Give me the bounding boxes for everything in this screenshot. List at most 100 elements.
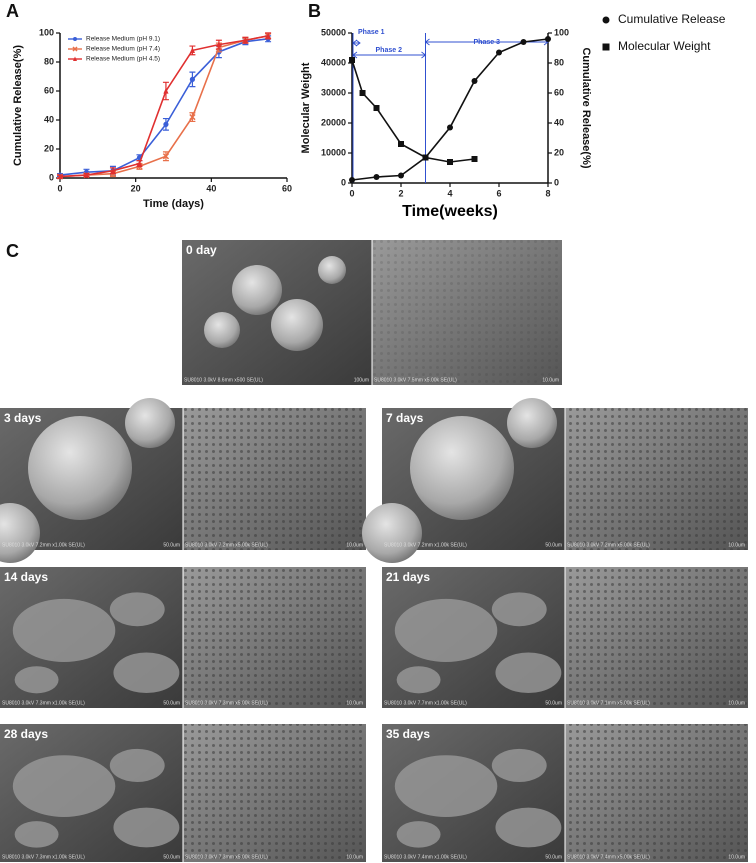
data-point	[520, 39, 527, 45]
image-caption: SU8010 3.0kV 7.3mm x5.00k SE(UL)	[185, 700, 268, 706]
data-point	[265, 32, 271, 39]
y-tick-label: 0	[341, 177, 346, 187]
sem-texture	[565, 567, 748, 708]
particle	[396, 666, 441, 694]
scale-bar-label: 10.0um	[542, 377, 559, 383]
image-caption: SU8010 3.0kV 7.2mm x1.00k SE(UL)	[2, 542, 85, 548]
scale-bar-label: 10.0um	[728, 542, 745, 548]
scale-bar-label: 50.0um	[163, 854, 180, 860]
image-caption: SU8010 3.0kV 8.6mm x500 SE(UL)	[184, 377, 263, 383]
particle	[125, 398, 175, 448]
x-tick-label: 4	[447, 188, 452, 198]
y2-tick-label: 40	[554, 117, 564, 127]
phase-arrow	[352, 39, 361, 47]
image-label: 28 days	[4, 727, 48, 741]
particle	[14, 666, 59, 694]
particle	[109, 748, 165, 782]
data-point	[73, 56, 77, 61]
particle	[495, 652, 562, 694]
scale-bar-label: 10.0um	[346, 542, 363, 548]
y-tick-label: 20	[44, 143, 54, 153]
legend-label: Release Medium (pH 4.5)	[86, 56, 160, 63]
scale-bar-label: 50.0um	[163, 542, 180, 548]
x-tick-label: 60	[282, 183, 292, 193]
data-point	[398, 172, 404, 179]
data-point	[373, 174, 380, 180]
data-line	[351, 59, 475, 163]
image-caption: SU8010 3.0kV 7.3mm x1.00k SE(UL)	[2, 700, 85, 706]
y2-axis-label: Cumulative Release(%)	[580, 47, 592, 168]
image-caption: SU8010 3.0kV 7.5mm x5.00k SE(UL)	[374, 377, 457, 383]
data-point	[216, 41, 222, 48]
sem-texture	[183, 408, 366, 550]
data-point	[72, 46, 78, 52]
image-caption: SU8010 3.0kV 7.7mm x1.00k SE(UL)	[384, 700, 467, 706]
y2-tick-label: 100	[554, 27, 569, 37]
particle	[113, 652, 180, 694]
particle	[394, 755, 498, 818]
scale-bar-label: 10.0um	[346, 854, 363, 860]
y-tick-label: 50000	[321, 27, 346, 37]
sem-texture	[565, 724, 748, 862]
image-caption: SU8010 3.0kV 7.3mm x5.00k SE(UL)	[185, 854, 268, 860]
particle	[113, 807, 180, 848]
image-caption: SU8010 3.0kV 7.2mm x5.00k SE(UL)	[567, 542, 650, 548]
y-tick-label: 20000	[321, 117, 346, 127]
particle	[109, 592, 165, 627]
panel-label: C	[6, 241, 19, 261]
particle	[491, 592, 547, 627]
y-tick-label: 60	[44, 85, 54, 95]
image-label: 7 days	[386, 411, 424, 425]
image-caption: SU8010 3.0kV 7.2mm x1.00k SE(UL)	[384, 542, 467, 548]
particle	[491, 748, 547, 782]
data-point	[110, 167, 116, 174]
data-line	[351, 38, 549, 181]
legend-label: Release Medium (pH 7.4)	[86, 46, 160, 53]
y-tick-label: 40	[44, 114, 54, 124]
y-tick-label: 30000	[321, 87, 346, 97]
data-point	[602, 43, 610, 51]
y2-tick-label: 0	[554, 177, 559, 187]
data-point	[83, 172, 90, 178]
particle	[495, 807, 562, 848]
particle	[28, 416, 132, 520]
sem-texture	[183, 567, 366, 708]
data-point	[447, 159, 453, 165]
data-point	[471, 78, 478, 84]
particle	[232, 265, 282, 315]
image-label: 14 days	[4, 570, 48, 584]
particle	[14, 821, 59, 848]
x-tick-label: 40	[206, 183, 216, 193]
phase-label: Phase 3	[474, 39, 501, 46]
sem-texture	[183, 724, 366, 862]
data-point	[163, 121, 169, 127]
y2-tick-label: 20	[554, 147, 564, 157]
data-point	[496, 49, 502, 56]
particle	[0, 503, 40, 563]
legend-label: Release Medium (pH 9.1)	[86, 36, 160, 43]
data-point	[242, 37, 248, 43]
y-tick-label: 100	[39, 27, 54, 37]
sem-texture	[565, 408, 748, 550]
particle	[271, 299, 323, 351]
data-point	[471, 156, 478, 162]
phase-label: Phase 1	[358, 29, 385, 36]
particle	[362, 503, 422, 563]
x-tick-label: 0	[57, 183, 62, 193]
image-caption: SU8010 3.0kV 7.4mm x5.00k SE(UL)	[567, 854, 650, 860]
image-caption: SU8010 3.0kV 7.2mm x5.00k SE(UL)	[185, 542, 268, 548]
panel-label: B	[308, 1, 321, 21]
x-tick-label: 2	[398, 188, 403, 198]
data-point	[163, 87, 169, 94]
scale-bar-label: 10.0um	[728, 700, 745, 706]
legend-label: Molecular Weight	[618, 39, 711, 53]
x-axis-label: Time(weeks)	[402, 203, 498, 220]
y-tick-label: 80	[44, 56, 54, 66]
particle	[12, 598, 116, 663]
data-point	[398, 141, 404, 147]
sem-texture	[372, 240, 562, 385]
scale-bar-label: 50.0um	[545, 542, 562, 548]
x-axis-label: Time (days)	[143, 198, 204, 210]
x-tick-label: 20	[131, 183, 141, 193]
particle	[394, 598, 498, 663]
